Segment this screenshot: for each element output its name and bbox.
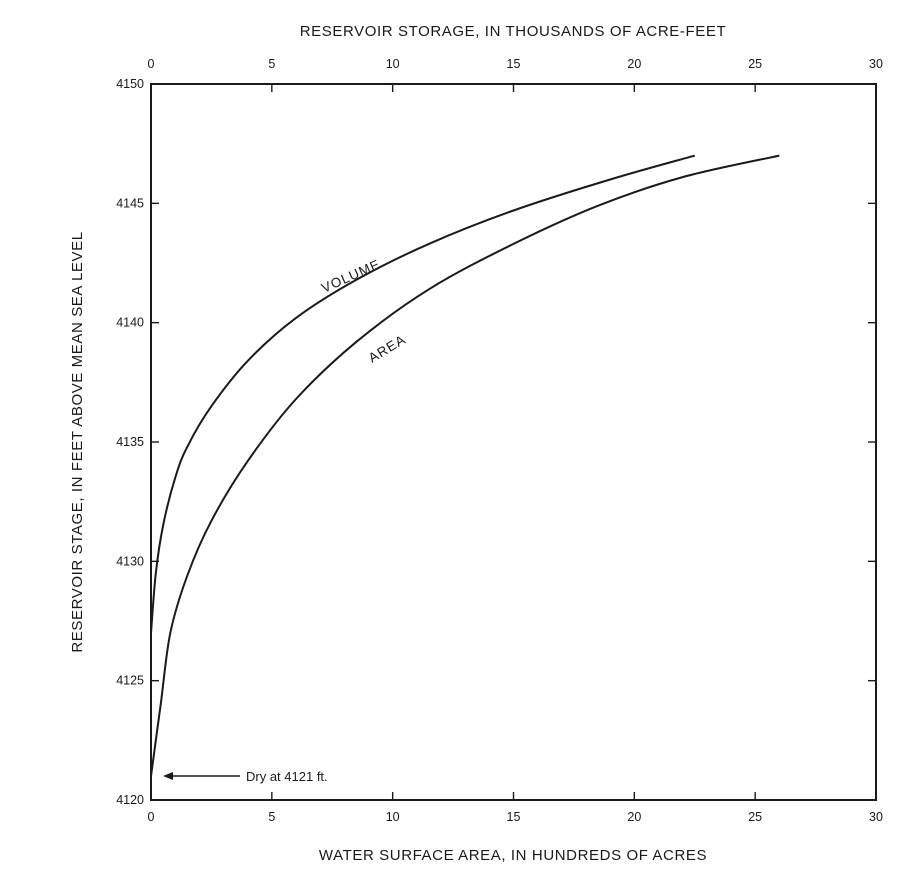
x2-tick-label: 5 <box>268 57 275 71</box>
volume-curve <box>150 154 696 633</box>
volume-curve-label: VOLUME <box>319 256 383 295</box>
x2-tick-label: 25 <box>748 57 762 71</box>
y-axis-title: RESERVOIR STAGE, IN FEET ABOVE MEAN SEA … <box>69 231 86 652</box>
dry-annotation: Dry at 4121 ft. <box>163 769 328 784</box>
x2-tick-label: 20 <box>627 57 641 71</box>
x-tick-label: 20 <box>627 810 641 824</box>
y-tick-label: 4145 <box>116 196 144 210</box>
y-tick-label: 4140 <box>116 316 144 330</box>
bottom-axis-title: WATER SURFACE AREA, IN HUNDREDS OF ACRES <box>319 847 707 864</box>
top-axis-title: RESERVOIR STORAGE, IN THOUSANDS OF ACRE-… <box>300 23 726 40</box>
x-tick-label: 30 <box>869 810 883 824</box>
x2-tick-label: 0 <box>148 57 155 71</box>
y-tick-label: 4120 <box>116 793 144 807</box>
dry-annotation-text: Dry at 4121 ft. <box>246 769 328 784</box>
x2-tick-label: 15 <box>507 57 521 71</box>
y-tick-label: 4130 <box>116 554 144 568</box>
y-tick-label: 4125 <box>116 674 144 688</box>
axis-ticks: 0 5 10 15 20 25 30 0 5 10 15 20 25 30 4120 4125 4130 4135… <box>116 57 883 824</box>
x-tick-label: 10 <box>386 810 400 824</box>
plot-frame <box>150 83 877 801</box>
x2-tick-label: 10 <box>386 57 400 71</box>
curves <box>150 154 780 777</box>
y-tick-label: 4135 <box>116 435 144 449</box>
area-curve <box>150 154 780 777</box>
y-tick-label: 4150 <box>116 77 144 91</box>
x-tick-label: 0 <box>148 810 155 824</box>
x-tick-label: 15 <box>507 810 521 824</box>
area-curve-label: AREA <box>366 332 409 366</box>
dry-arrow-head <box>163 772 173 780</box>
x-tick-label: 25 <box>748 810 762 824</box>
x2-tick-label: 30 <box>869 57 883 71</box>
x-tick-label: 5 <box>268 810 275 824</box>
